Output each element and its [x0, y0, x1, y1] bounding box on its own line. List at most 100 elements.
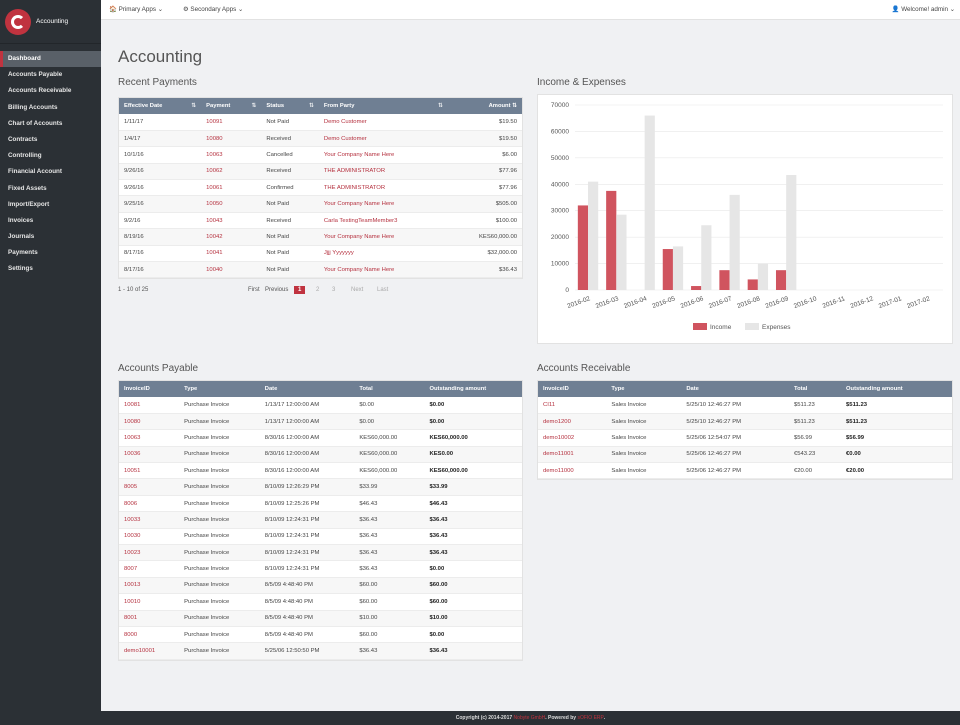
invoice-link[interactable]: 10030: [124, 533, 141, 540]
invoice-link[interactable]: 10051: [124, 467, 141, 474]
invoice-link[interactable]: 10036: [124, 451, 141, 458]
sidebar-item-fixed-assets[interactable]: Fixed Assets: [8, 184, 47, 192]
payment-status: Not Paid: [261, 245, 319, 263]
bar-income-2016-08: [747, 279, 758, 290]
party-link[interactable]: Demo Customer: [323, 135, 367, 142]
sidebar-item-journals[interactable]: Journals: [8, 233, 35, 241]
pager-page-1[interactable]: 1: [294, 286, 306, 294]
column-header-from-party[interactable]: From Party ⇅: [318, 98, 448, 114]
footer-product-link[interactable]: sOFIO ERP: [577, 715, 604, 721]
column-header-total[interactable]: Total: [354, 381, 425, 397]
invoice-link[interactable]: demo10001: [124, 648, 156, 655]
pager-last[interactable]: Last: [377, 287, 389, 293]
pager-previous[interactable]: Previous: [265, 287, 289, 293]
sidebar-item-settings[interactable]: Settings: [8, 265, 33, 273]
payment-link[interactable]: 10043: [206, 217, 223, 224]
column-header-date[interactable]: Date: [681, 381, 789, 397]
invoice-link[interactable]: 10081: [124, 401, 141, 408]
payment-link[interactable]: 10042: [206, 233, 223, 240]
column-header-invoiceid[interactable]: InvoiceID: [538, 381, 607, 397]
payment-link[interactable]: 10062: [206, 168, 223, 175]
app-logo[interactable]: Accounting: [0, 0, 101, 44]
column-header-payment[interactable]: Payment ⇅: [201, 98, 262, 114]
sidebar-item-controlling[interactable]: Controlling: [8, 152, 42, 160]
party-link[interactable]: Your Company Name Here: [323, 233, 395, 240]
sidebar-item-contracts[interactable]: Contracts: [8, 135, 38, 143]
column-header-type[interactable]: Type: [179, 381, 260, 397]
party-link[interactable]: THE ADMINISTRATOR: [323, 184, 386, 191]
invoice-link[interactable]: demo1200: [543, 418, 571, 425]
invoice-link[interactable]: 10013: [124, 582, 141, 589]
party-link[interactable]: Your Company Name Here: [323, 266, 395, 273]
column-header-label: Payment: [206, 103, 231, 109]
invoice-link[interactable]: demo11001: [543, 451, 574, 458]
invoice-date: 8/10/09 12:24:31 PM: [259, 544, 355, 562]
invoice-link[interactable]: 10033: [124, 516, 141, 523]
party-link[interactable]: Jjjj Yyyyyyy: [323, 250, 354, 257]
sidebar-item-accounts-receivable[interactable]: Accounts Receivable: [8, 87, 72, 95]
payment-link[interactable]: 10080: [206, 135, 223, 142]
invoice-link[interactable]: 8001: [124, 615, 138, 622]
table-row: demo1200 Sales Invoice 5/25/10 12:46:27 PM…: [538, 413, 952, 431]
column-header-type[interactable]: Type: [606, 381, 682, 397]
sidebar-item-dashboard[interactable]: Dashboard: [0, 51, 101, 68]
column-header-outstanding-amount[interactable]: Outstanding amount: [841, 381, 952, 397]
party-link[interactable]: Carla TestingTeamMember3: [323, 217, 398, 224]
invoice-link[interactable]: demo11000: [543, 467, 574, 474]
pager-page-2[interactable]: 2: [316, 287, 320, 293]
table-row: 8000 Purchase Invoice 8/5/09 4:48:40 PM $60…: [119, 626, 522, 644]
party-link[interactable]: Demo Customer: [323, 118, 367, 125]
party-link[interactable]: Your Company Name Here: [323, 201, 395, 208]
pager-next[interactable]: Next: [351, 287, 364, 293]
column-header-outstanding-amount[interactable]: Outstanding amount: [424, 381, 522, 397]
primary-apps-menu[interactable]: 🏠 Primary Apps ⌄: [109, 6, 164, 13]
x-tick-label: 2016-07: [708, 295, 733, 310]
sidebar-item-financial-account[interactable]: Financial Account: [8, 168, 62, 176]
party-link[interactable]: THE ADMINISTRATOR: [323, 168, 386, 175]
footer-company-link[interactable]: Nobyte GmbH: [513, 715, 546, 721]
payment-link[interactable]: 10063: [206, 151, 223, 158]
column-header-amount[interactable]: Amount ⇅: [447, 98, 522, 114]
x-tick-label: 2017-01: [878, 295, 903, 310]
sidebar-item-import-export[interactable]: Import/Export: [8, 200, 50, 208]
payment-status: Received: [261, 130, 319, 148]
invoice-link[interactable]: 8000: [124, 631, 138, 638]
invoice-id: 10051: [119, 462, 180, 480]
column-header-total[interactable]: Total: [788, 381, 842, 397]
invoice-link[interactable]: 10010: [124, 598, 141, 605]
invoice-link[interactable]: demo10002: [543, 434, 575, 441]
invoice-link[interactable]: 10063: [124, 434, 141, 441]
pager-page-3[interactable]: 3: [332, 287, 336, 293]
column-header-invoiceid[interactable]: InvoiceID: [119, 381, 180, 397]
invoice-link[interactable]: 10023: [124, 549, 141, 556]
payment-link[interactable]: 10061: [206, 184, 223, 191]
invoice-date: 8/30/16 12:00:00 AM: [259, 446, 355, 464]
invoice-outstanding: $0.00: [424, 413, 522, 431]
column-header-status[interactable]: Status ⇅: [261, 98, 319, 114]
receivable-table: InvoiceID Type Date Total Outstanding amount…: [537, 380, 953, 481]
party-link[interactable]: Your Company Name Here: [323, 151, 395, 158]
payment-link[interactable]: 10041: [206, 250, 223, 257]
user-menu[interactable]: 👤 Welcome! admin ⌄: [891, 6, 955, 13]
invoice-link[interactable]: 8006: [124, 500, 138, 507]
invoice-type: Purchase Invoice: [179, 397, 260, 414]
sidebar-item-accounts-payable[interactable]: Accounts Payable: [8, 71, 63, 79]
bar-expenses-2016-08: [757, 263, 769, 290]
sidebar-item-billing-accounts[interactable]: Billing Accounts: [8, 103, 58, 111]
payment-link[interactable]: 10091: [206, 118, 223, 125]
secondary-apps-menu[interactable]: ⚙ Secondary Apps ⌄: [183, 6, 244, 13]
column-header-date[interactable]: Date: [259, 381, 355, 397]
recent-payments-title: Recent Payments: [118, 77, 197, 88]
table-row: 8/17/16 10041 Not Paid Jjjj Yyyyyyy $32,000.…: [119, 245, 522, 263]
payment-link[interactable]: 10050: [206, 201, 223, 208]
pager-first[interactable]: First: [248, 287, 260, 293]
invoice-link[interactable]: 8007: [124, 566, 138, 573]
sidebar-item-payments[interactable]: Payments: [8, 249, 38, 257]
invoice-link[interactable]: 10080: [124, 418, 141, 425]
invoice-link[interactable]: CI11: [543, 401, 556, 408]
payment-link[interactable]: 10040: [206, 266, 223, 273]
sidebar-item-chart-of-accounts[interactable]: Chart of Accounts: [8, 119, 63, 127]
sidebar-item-invoices[interactable]: Invoices: [8, 216, 34, 224]
column-header-effective-date[interactable]: Effective Date ⇅: [119, 98, 202, 114]
invoice-link[interactable]: 8005: [124, 484, 138, 491]
